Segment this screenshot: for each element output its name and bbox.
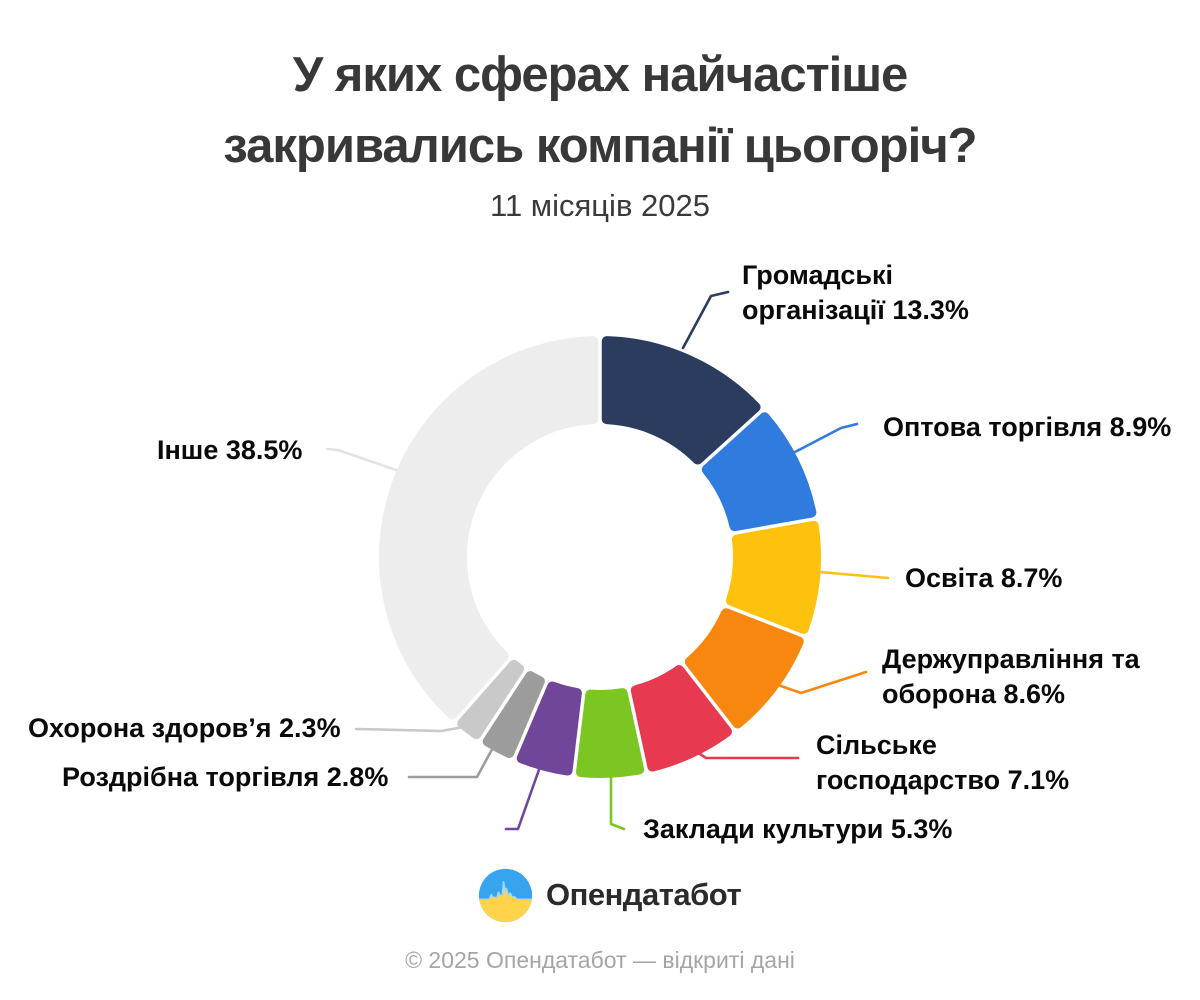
- segment-label-1: Оптова торгівля 8.9%: [883, 410, 1171, 445]
- leader-line-9: [325, 447, 398, 472]
- segment-label-line: Охорона здоров’я 2.3%: [28, 713, 341, 743]
- donut-segment-5: [575, 688, 645, 778]
- segment-label-3: Держуправління та оборона 8.6%: [882, 642, 1140, 712]
- donut-segment-2: [725, 520, 821, 634]
- opendatabot-logo: Опендатабот: [477, 866, 742, 924]
- leader-line-4: [692, 748, 800, 760]
- leader-lines: [325, 290, 890, 831]
- chart-title: У яких сферах найчастіше закривались ком…: [0, 40, 1200, 182]
- leader-line-5: [609, 770, 626, 831]
- segment-label-line: Роздрібна торгівля 2.8%: [62, 762, 389, 792]
- logo-text: Опендатабот: [546, 877, 742, 912]
- segment-label-line: Інше 38.5%: [157, 435, 303, 465]
- segment-label-line: Громадські: [742, 260, 893, 290]
- segment-label-9: Інше 38.5%: [157, 433, 302, 468]
- leader-line-2: [818, 570, 890, 580]
- donut-segment-3: [684, 608, 804, 729]
- donut-segment-4: [630, 665, 732, 772]
- segment-label-line: організації 13.3%: [742, 295, 969, 325]
- leader-line-3: [776, 670, 868, 695]
- donut-segment-6: [516, 681, 582, 776]
- segment-label-line: оборона 8.6%: [882, 679, 1066, 709]
- copyright-note: © 2025 Опендатабот — відкриті дані: [405, 947, 795, 973]
- donut-segment-7: [482, 671, 545, 759]
- leader-line-8: [354, 725, 466, 733]
- segment-label-line: Сільське: [816, 730, 937, 760]
- segment-label-5: Заклади культури 5.3%: [643, 812, 952, 847]
- leader-line-1: [793, 422, 859, 454]
- segment-label-4: Сільське господарство 7.1%: [816, 728, 1069, 798]
- segment-label-7: Роздрібна торгівля 2.8%: [62, 760, 388, 795]
- segment-label-line: Заклади культури 5.3%: [643, 814, 953, 844]
- chart-title-line2: закривались компанії цьогоріч?: [223, 119, 977, 173]
- segment-label-2: Освіта 8.7%: [905, 561, 1062, 596]
- segment-label-0: Громадські організації 13.3%: [742, 258, 969, 328]
- chart-subtitle: 11 місяців 2025: [490, 188, 710, 223]
- donut-segment-0: [601, 336, 761, 465]
- donut-segment-1: [701, 412, 817, 532]
- segment-label-line: Освіта 8.7%: [905, 563, 1063, 593]
- donut-segments: [379, 336, 821, 778]
- donut-segment-8: [457, 659, 525, 740]
- segment-label-line: Держуправління та: [882, 644, 1140, 674]
- segment-label-8: Охорона здоров’я 2.3%: [28, 711, 341, 746]
- leader-line-6: [504, 762, 543, 831]
- leader-line-7: [407, 740, 498, 779]
- segment-label-line: Оптова торгівля 8.9%: [883, 412, 1172, 442]
- segment-label-line: господарство 7.1%: [816, 765, 1070, 795]
- donut-segment-9: [379, 336, 599, 720]
- opendatabot-flag-pulse-icon: [478, 868, 533, 922]
- chart-title-line1: У яких сферах найчастіше: [292, 48, 909, 102]
- leader-line-0: [681, 290, 730, 350]
